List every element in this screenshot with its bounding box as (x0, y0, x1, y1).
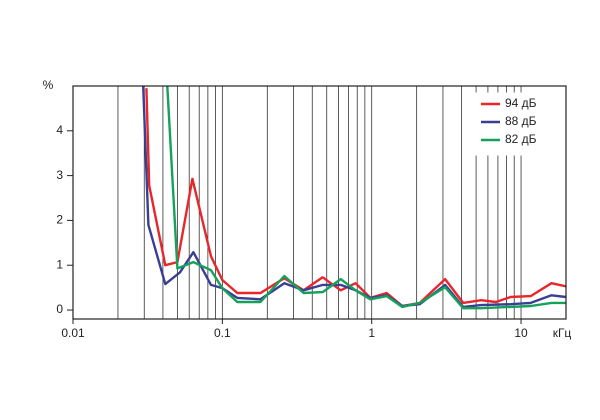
x-tick-label: 10 (514, 326, 528, 340)
y-tick-label: 3 (56, 168, 63, 182)
y-tick-label: 2 (56, 213, 63, 227)
axes: 0.01 0.1 1 10 0 1 2 3 4 94 дБ 88 дБ 82 дБ (56, 85, 567, 340)
y-tick-label: 1 (56, 257, 63, 271)
plot-frame (72, 85, 567, 320)
x-tick-label: 1 (368, 326, 375, 340)
x-axis-label: кГц (553, 326, 572, 340)
lines (142, 86, 566, 310)
y-tick-label: 4 (56, 123, 63, 137)
x-tick-label: 0.01 (61, 326, 85, 340)
legend-label: 88 дБ (505, 114, 537, 128)
legend-label: 94 дБ (505, 96, 537, 110)
legend-label: 82 дБ (505, 132, 537, 146)
series-line (142, 86, 566, 309)
x-tick-label: 0.1 (214, 326, 231, 340)
y-tick-label: 0 (56, 302, 63, 316)
legend: 94 дБ 88 дБ 82 дБ (475, 92, 551, 156)
series-line (166, 86, 566, 310)
y-axis-label: % (43, 78, 54, 92)
